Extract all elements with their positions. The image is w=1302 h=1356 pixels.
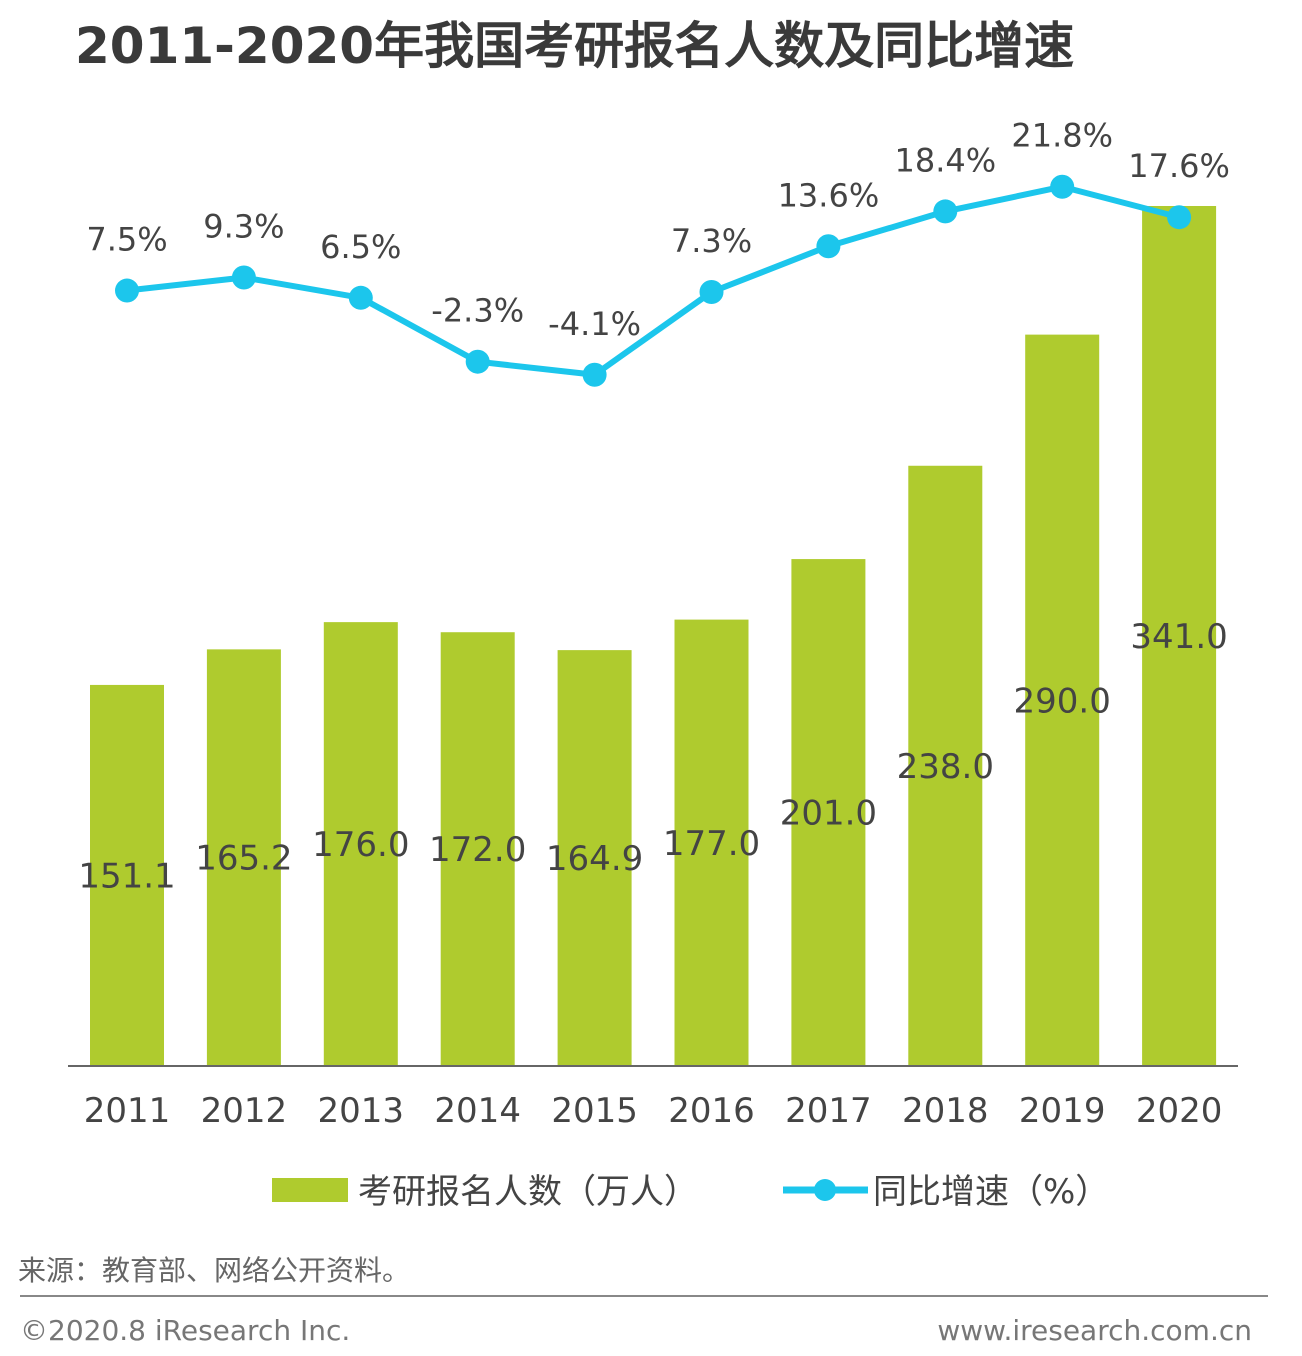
copyright: ©2020.8 iResearch Inc.: [20, 1314, 350, 1347]
legend-bar-swatch: [272, 1178, 348, 1202]
x-tick-label: 2012: [201, 1091, 288, 1131]
bar-value-label: 177.0: [663, 824, 760, 864]
bar-2014: [440, 632, 515, 1066]
bar-2020: [1142, 205, 1217, 1067]
bar-value-label: 151.1: [78, 856, 175, 896]
growth-point-2018: [933, 199, 958, 224]
legend-line-label: 同比增速（%）: [873, 1172, 1109, 1212]
bar-value-label: 341.0: [1130, 617, 1227, 657]
x-tick-label: 2016: [668, 1091, 755, 1131]
growth-value-label: 21.8%: [1011, 117, 1113, 155]
growth-value-label: 7.5%: [86, 221, 167, 259]
growth-line: [126, 183, 1180, 378]
source-note: 来源：教育部、网络公开资料。: [18, 1254, 410, 1287]
growth-point-2011: [115, 278, 139, 303]
bar-2016: [674, 619, 749, 1066]
growth-value-label: 17.6%: [1128, 147, 1230, 185]
x-tick-label: 2020: [1136, 1091, 1223, 1131]
x-tick-label: 2019: [1019, 1091, 1106, 1131]
growth-point-2013: [348, 285, 373, 310]
bar-value-label: 172.0: [429, 830, 526, 870]
bar-2012: [206, 649, 281, 1066]
growth-point-2014: [465, 349, 490, 374]
x-tick-label: 2018: [902, 1091, 989, 1131]
growth-value-label: 6.5%: [320, 228, 401, 266]
growth-value-label: -2.3%: [431, 292, 524, 330]
growth-value-label: 18.4%: [894, 141, 996, 179]
growth-point-2016: [699, 280, 724, 305]
x-tick-label: 2017: [785, 1091, 872, 1131]
legend: 考研报名人数（万人） 同比增速（%）: [272, 1172, 1109, 1212]
x-tick-label: 2014: [434, 1091, 521, 1131]
chart-title: 2011-2020年我国考研报名人数及同比增速: [75, 17, 1074, 75]
bar-2013: [323, 622, 398, 1066]
bar-value-label: 238.0: [897, 747, 994, 787]
bar-value-label: 164.9: [546, 839, 643, 879]
bar-2019: [1025, 334, 1100, 1066]
bar-value-label: 201.0: [780, 794, 877, 834]
bar-value-label: 165.2: [195, 839, 292, 879]
bar-2015: [557, 650, 632, 1066]
growth-point-2015: [582, 362, 607, 387]
x-tick-label: 2011: [84, 1091, 171, 1131]
growth-value-label: 13.6%: [778, 176, 880, 214]
growth-value-label: 9.3%: [203, 207, 284, 245]
growth-value-label: -4.1%: [548, 305, 641, 343]
legend-line-marker: [814, 1179, 836, 1201]
growth-point-2017: [816, 234, 841, 259]
growth-value-label: 7.3%: [671, 222, 752, 260]
x-tick-label: 2015: [551, 1091, 638, 1131]
growth-point-2019: [1050, 174, 1075, 199]
growth-point-2012: [231, 265, 256, 290]
bar-value-label: 176.0: [312, 825, 409, 865]
bar-2018: [908, 465, 983, 1066]
growth-point-2020: [1167, 205, 1192, 230]
website: www.iresearch.com.cn: [937, 1314, 1252, 1347]
bar-value-label: 290.0: [1014, 681, 1111, 721]
x-tick-label: 2013: [318, 1091, 405, 1131]
bar-2011: [90, 684, 164, 1066]
legend-bar-label: 考研报名人数（万人）: [358, 1172, 698, 1212]
bar-2017: [791, 559, 866, 1066]
